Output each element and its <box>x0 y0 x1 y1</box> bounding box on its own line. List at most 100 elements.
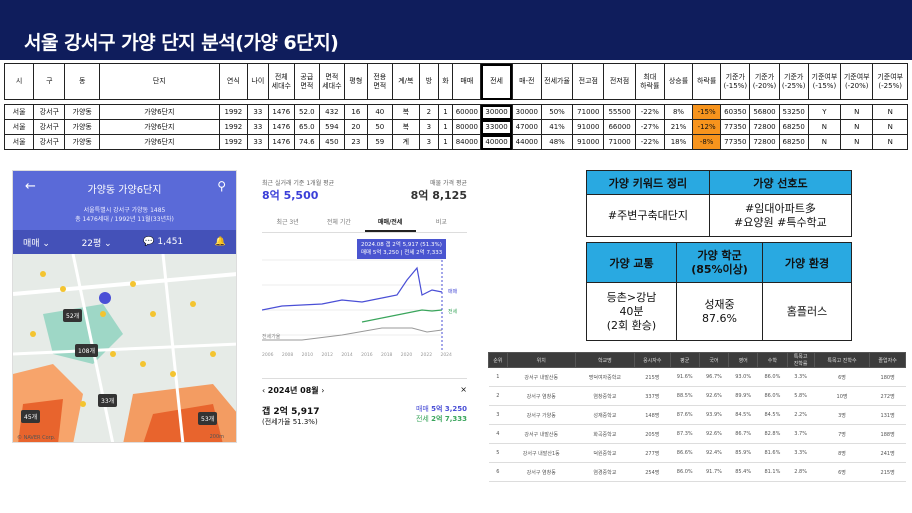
table-cell: 염경중학교 <box>575 462 635 482</box>
column-header: 나이 <box>246 63 269 100</box>
table-cell: 47000 <box>511 119 542 135</box>
table-cell: 93.0% <box>728 367 758 387</box>
table-cell: 432 <box>318 104 345 120</box>
tab-sale-jeonse[interactable]: 매매/전세 <box>364 213 416 232</box>
table-cell: 강서구 염창동 <box>507 386 576 406</box>
table-cell: 염창중학교 <box>575 386 635 406</box>
table-cell: 복 <box>391 104 420 120</box>
table-cell: 6 <box>488 462 508 482</box>
column-header: 동 <box>64 63 100 100</box>
table-cell: 86.0% <box>670 462 700 482</box>
table-cell: 80000 <box>452 119 482 135</box>
table-cell: 3.3% <box>787 443 815 463</box>
footer-ratio: (전세가율 51.3%) <box>262 418 318 426</box>
prev-icon[interactable]: ‹ <box>262 386 266 395</box>
column-header: 순위 <box>488 352 508 368</box>
table-row: 3 강서구 가양동 성재중학교 148명 87.6% 93.9% 84.5% 84.5% 2.2… <box>488 405 906 425</box>
table-cell: 3 <box>418 119 439 135</box>
back-icon[interactable]: ← <box>25 179 36 194</box>
table-cell: 72800 <box>749 119 780 135</box>
table-cell: 93.9% <box>699 405 729 425</box>
table-cell: 272명 <box>869 386 906 406</box>
tab-all[interactable]: 전체 기간 <box>326 219 351 226</box>
table-cell: 강서구 <box>33 134 66 150</box>
table-cell: 4 <box>488 424 508 444</box>
table-cell: 277명 <box>634 443 671 463</box>
table-cell: -22% <box>634 104 665 120</box>
map-label[interactable]: 45개 <box>21 410 41 423</box>
table-row: 1 강서구 내발산동 명덕여자중학교 215명 91.6% 96.7% 93.0% 86.0%… <box>488 367 906 387</box>
table-cell: 덕원중학교 <box>575 443 635 463</box>
table-cell: 21% <box>663 119 694 135</box>
table-cell: 3.7% <box>787 424 815 444</box>
table-cell: 86.0% <box>757 367 787 387</box>
table-cell: 188명 <box>869 424 906 444</box>
table-cell: 2.8% <box>787 462 815 482</box>
table-row: 서울 강서구 가양동 가양6단지 1992 33 1476 65.0 594 20 50 복 3 1 800… <box>3 119 908 135</box>
series-label-sale: 매매 <box>448 289 458 295</box>
map-label[interactable]: 108개 <box>75 344 98 357</box>
table-cell: 3 <box>418 134 439 150</box>
table-row: 4 강서구 내발산동 화곡중학교 205명 87.3% 92.6% 86.7% 82.8% 3.… <box>488 424 906 444</box>
school-header: 가양 학군 (85%이상) <box>676 242 763 283</box>
series-label-ratio: 전세가율 <box>262 334 281 340</box>
map-panel: ← 가양동 가양6단지 ⚲ 서울특별시 강서구 가양동 1485 총 1476세… <box>12 170 237 443</box>
tab-3y[interactable]: 최근 3년 <box>276 219 299 226</box>
page-header: 서울 강서구 가양 단지 분석(가양 6단지) <box>0 0 912 60</box>
price-footer: ‹ 2024년 08월 › × 갭 2억 5,917 (전세가율 51.3%) … <box>262 378 467 427</box>
table-cell: 3 <box>488 405 508 425</box>
table-cell: 41% <box>540 119 574 135</box>
table-cell: 1476 <box>267 134 295 150</box>
recent-label: 최근 실거래 기준 1개월 평균 <box>262 180 335 187</box>
table-cell: 1992 <box>218 104 248 120</box>
table-cell: 2.2% <box>787 405 815 425</box>
table-cell: 33 <box>246 134 269 150</box>
table-cell: 205명 <box>634 424 671 444</box>
table-cell: 84000 <box>452 134 482 150</box>
bell-icon[interactable]: 🔔 <box>214 237 226 247</box>
column-header: 매매 <box>452 63 482 100</box>
location-icon[interactable]: ⚲ <box>217 179 226 193</box>
table-cell: 85.9% <box>728 443 758 463</box>
table-cell: 91000 <box>572 119 605 135</box>
map-address: 서울특별시 강서구 가양동 1485 <box>83 207 166 214</box>
next-icon[interactable]: › <box>321 386 325 395</box>
tab-compare[interactable]: 비교 <box>435 219 447 226</box>
environment-header: 가양 환경 <box>762 242 852 283</box>
table-cell: 337명 <box>634 386 671 406</box>
table-cell: Y <box>807 104 842 120</box>
column-header: 하락률 <box>692 63 722 100</box>
column-header: 최대 하락률 <box>634 63 665 100</box>
table-cell: 81.1% <box>757 462 787 482</box>
table-cell: 30000 <box>480 104 513 120</box>
table-cell: 가양6단지 <box>98 104 220 120</box>
column-header: 학교명 <box>574 352 635 368</box>
ask-label: 매물 가격 평균 <box>430 180 467 187</box>
series-label-jeonse: 전세 <box>448 309 458 315</box>
table-cell: 강서구 가양동 <box>507 405 576 425</box>
table-cell: 50% <box>540 104 574 120</box>
transport-header: 가양 교통 <box>586 242 677 283</box>
comments-button[interactable]: 💬 1,451 <box>143 237 184 247</box>
table-cell: 가양동 <box>64 104 100 120</box>
column-header: 전체 세대수 <box>267 63 295 100</box>
deal-type-select[interactable]: 매매 ⌄ <box>23 238 50 249</box>
period-tabs: 최근 3년 전체 기간 매매/전세 비교 <box>262 213 467 233</box>
table-cell: 92.6% <box>699 386 729 406</box>
map-label[interactable]: 33개 <box>98 394 118 407</box>
table-cell: 44000 <box>511 134 542 150</box>
close-icon[interactable]: × <box>460 385 467 394</box>
table-cell: 215명 <box>634 367 671 387</box>
table-cell: 명덕여자중학교 <box>575 367 635 387</box>
table-cell: N <box>807 119 842 135</box>
column-header: 전세 <box>480 63 513 100</box>
size-select[interactable]: 22평 ⌄ <box>81 238 112 249</box>
table-cell: 88.5% <box>670 386 700 406</box>
map-label[interactable]: 52개 <box>63 309 83 322</box>
table-cell: 3명 <box>814 405 870 425</box>
map-view[interactable]: 52개 108개 33개 53개 45개 © NAVER Corp. 200m <box>13 253 236 442</box>
table-cell: 86.0% <box>757 386 787 406</box>
map-label[interactable]: 53개 <box>198 412 218 425</box>
table-cell: 강서구 내발산동 <box>507 367 576 387</box>
table-cell: 33 <box>246 104 269 120</box>
